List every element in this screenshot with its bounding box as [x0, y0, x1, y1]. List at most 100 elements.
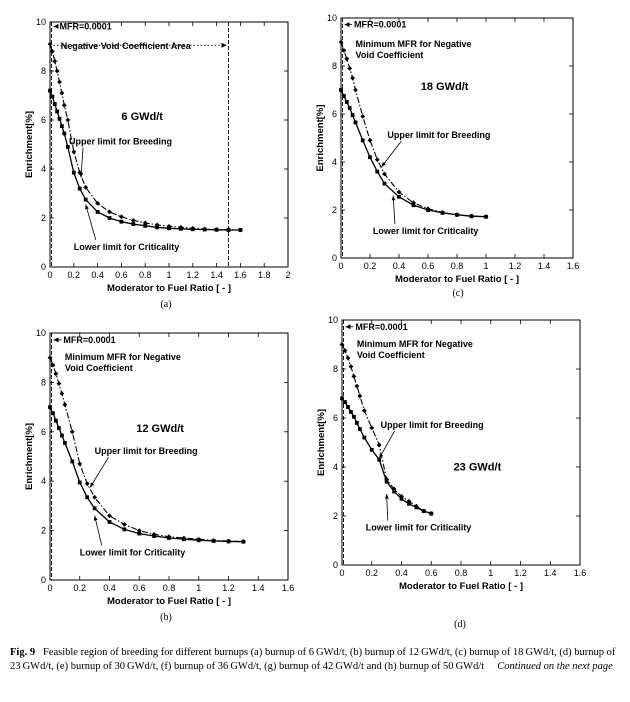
- lower-limit-point: [344, 100, 349, 104]
- lower-limit-point: [382, 181, 387, 186]
- void-coefficient-note: Minimum MFR for Negative: [357, 339, 473, 349]
- y-tick-label: 4: [41, 164, 46, 174]
- upper-limit-point: [345, 355, 351, 361]
- chart-panel-d: 0 0.2 0.4 0.6 0.8 1 1.2 1.4 1.6 0 2 4 6 8 10 Moderator …: [316, 315, 586, 630]
- lower-limit-point: [62, 131, 67, 136]
- upper-limit-point: [71, 149, 77, 155]
- area-span-arrowhead: [221, 42, 227, 48]
- x-tick-label: 0: [47, 583, 52, 593]
- x-axis-label: Moderator to Fuel Ratio [ - ]: [395, 274, 519, 285]
- upper-limit-point: [95, 200, 100, 206]
- upper-limit-point: [121, 522, 127, 527]
- mfr-arrowhead: [344, 22, 350, 28]
- panel-label: (d): [454, 619, 466, 630]
- void-coefficient-note: Minimum MFR for Negative: [65, 352, 181, 362]
- x-tick-label: 1.2: [509, 261, 522, 271]
- mfr-label: MFR=0.0001: [63, 335, 115, 345]
- upper-limit-point: [53, 371, 59, 377]
- y-axis-label: Enrichment[%]: [315, 104, 326, 171]
- lower-limit-point: [350, 113, 355, 118]
- lower-limit-label-arrowhead: [93, 515, 98, 521]
- lower-limit-point: [426, 208, 430, 212]
- y-tick-label: 10: [327, 13, 337, 23]
- x-tick-label: 1.6: [234, 270, 247, 280]
- y-tick-label: 8: [333, 364, 338, 374]
- y-tick-label: 8: [41, 66, 46, 76]
- x-tick-label: 1.6: [282, 583, 295, 593]
- x-tick-label: 0.6: [425, 568, 438, 578]
- lower-limit-point: [342, 94, 346, 98]
- void-coefficient-note: Minimum MFR for Negative: [356, 39, 472, 49]
- upper-limit-label-arrow: [89, 456, 109, 488]
- lower-limit-point: [429, 511, 434, 516]
- x-tick-label: 0.2: [364, 261, 377, 271]
- upper-limit-point: [142, 220, 148, 226]
- x-tick-label: 0.8: [455, 568, 468, 578]
- lower-limit-point: [241, 539, 246, 544]
- lower-limit-point: [122, 527, 127, 532]
- void-coefficient-note: Void Coefficient: [65, 363, 133, 373]
- x-tick-label: 1.6: [567, 261, 580, 271]
- y-axis-label: Enrichment[%]: [316, 409, 327, 476]
- lower-limit-point: [167, 226, 171, 231]
- lower-limit-point: [455, 212, 459, 217]
- y-tick-label: 8: [41, 377, 46, 387]
- upper-limit-label: Upper limit for Breeding: [69, 137, 172, 147]
- lower-limit-point: [62, 441, 67, 445]
- upper-limit-point: [344, 56, 350, 62]
- lower-limit-point: [55, 109, 60, 114]
- lower-limit-point: [421, 509, 426, 513]
- lower-limit-point: [411, 203, 416, 208]
- lower-limit-point: [375, 169, 380, 174]
- x-tick-label: 0.6: [422, 261, 435, 271]
- lower-limit-point: [349, 409, 353, 414]
- lower-limit-point: [352, 414, 356, 419]
- x-tick-label: 1.6: [574, 568, 587, 578]
- lower-limit-point: [77, 186, 82, 191]
- lower-limit-point: [152, 534, 157, 538]
- lower-limit-point: [368, 155, 372, 160]
- mfr-arrowhead: [53, 23, 59, 29]
- lower-limit-point: [397, 194, 401, 199]
- mfr-label: MFR=0.0001: [354, 20, 406, 30]
- upper-limit-label: Upper limit for Breeding: [95, 446, 198, 456]
- x-tick-label: 1.2: [187, 270, 200, 280]
- lower-limit-point: [407, 501, 411, 506]
- lower-limit-point: [48, 405, 52, 409]
- y-tick-label: 4: [333, 462, 338, 472]
- x-tick-label: 1.4: [210, 270, 223, 280]
- upper-limit-point: [77, 461, 83, 467]
- panel-label: (c): [452, 288, 463, 299]
- upper-limit-label-arrow: [378, 430, 396, 459]
- x-tick-label: 0.4: [395, 568, 408, 578]
- x-tick-label: 1.2: [514, 568, 527, 578]
- lower-limit-label-arrowhead: [391, 195, 396, 201]
- chart-panel-a: 0 0.2 0.4 0.6 0.8 1 1.2 1.4 1.6 1.8 2 0 2 4 6 8 10 Modera…: [24, 17, 291, 310]
- upper-limit-label-arrowhead: [79, 172, 84, 178]
- x-axis-label: Moderator to Fuel Ratio [ - ]: [399, 581, 523, 592]
- lower-limit-point: [179, 226, 183, 231]
- lower-limit-label-arrow: [94, 515, 103, 546]
- lower-limit-point: [70, 459, 75, 464]
- panel-label: (b): [160, 612, 172, 623]
- x-axis-label: Moderator to Fuel Ratio [ - ]: [107, 596, 231, 607]
- lower-limit-point: [77, 480, 82, 485]
- upper-limit-point: [47, 41, 53, 47]
- burnup-label: 12 GWd/t: [136, 423, 184, 435]
- lower-limit-label-arrow: [85, 204, 97, 240]
- mfr-label: MFR=0.0001: [355, 322, 407, 332]
- x-tick-label: 0.2: [68, 270, 81, 280]
- lower-limit-point: [353, 120, 358, 125]
- x-tick-label: 0.4: [393, 261, 406, 271]
- x-tick-label: 1: [166, 270, 171, 280]
- lower-limit-point: [83, 197, 88, 202]
- lower-limit-point: [92, 506, 97, 511]
- lower-limit-point: [360, 138, 365, 143]
- lower-limit-point: [340, 396, 344, 401]
- x-tick-label: 0.2: [73, 583, 86, 593]
- y-tick-label: 0: [41, 262, 46, 272]
- upper-limit-point: [374, 157, 380, 162]
- lower-limit-label-arrowhead: [384, 493, 389, 499]
- figure-canvas: 0 0.2 0.4 0.6 0.8 1 1.2 1.4 1.6 1.8 20246810Modera…: [24, 13, 586, 630]
- y-tick-label: 0: [41, 575, 46, 585]
